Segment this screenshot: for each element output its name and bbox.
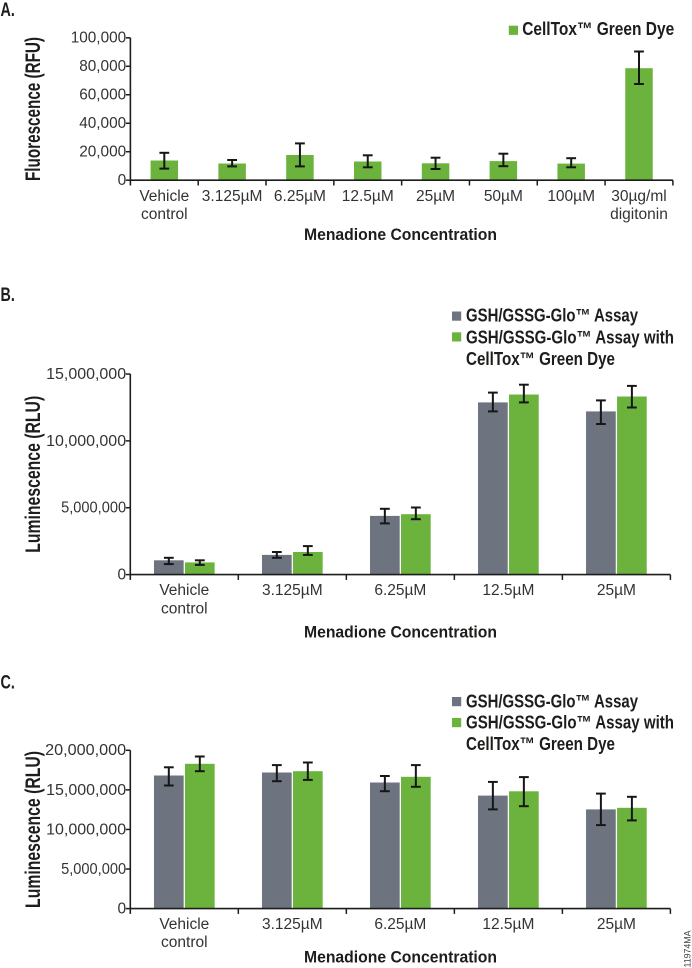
svg-text:Vehicle: Vehicle [159,582,209,599]
svg-text:25µM: 25µM [416,188,455,205]
svg-text:60,000: 60,000 [79,87,126,104]
svg-text:15,000,000: 15,000,000 [46,782,126,799]
svg-text:Luminescence (RLU): Luminescence (RLU) [22,396,45,553]
svg-text:15,000,000: 15,000,000 [46,366,126,383]
svg-text:20,000: 20,000 [79,144,126,161]
svg-text:GSH/GSSG-Glo™ Assay with: GSH/GSSG-Glo™ Assay with [466,713,674,733]
svg-text:GSH/GSSG-Glo™ Assay with: GSH/GSSG-Glo™ Assay with [466,327,674,347]
svg-text:30µg/ml: 30µg/ml [611,188,666,205]
svg-text:25µM: 25µM [597,582,636,599]
svg-text:80,000: 80,000 [79,58,126,75]
svg-text:10,000,000: 10,000,000 [46,433,126,450]
svg-text:12.5µM: 12.5µM [482,582,534,599]
svg-text:Luminescence (RLU): Luminescence (RLU) [22,751,45,908]
svg-text:GSH/GSSG-Glo™ Assay: GSH/GSSG-Glo™ Assay [466,691,638,711]
svg-text:B.: B. [1,284,15,306]
svg-text:3.125µM: 3.125µM [262,582,323,599]
svg-text:C.: C. [1,672,15,694]
svg-text:control: control [141,206,188,223]
svg-text:CellTox™ Green Dye: CellTox™ Green Dye [466,349,615,369]
svg-text:Menadione Concentration: Menadione Concentration [304,623,497,642]
svg-text:GSH/GSSG-Glo™ Assay: GSH/GSSG-Glo™ Assay [466,306,638,326]
svg-text:Menadione Concentration: Menadione Concentration [304,225,497,244]
svg-text:CellTox™ Green Dye: CellTox™ Green Dye [466,734,615,754]
svg-text:40,000: 40,000 [79,115,126,132]
svg-text:0: 0 [117,901,126,918]
svg-text:20,000,000: 20,000,000 [45,742,126,759]
svg-text:3.125µM: 3.125µM [262,916,323,933]
svg-text:25µM: 25µM [597,916,636,933]
svg-text:100,000: 100,000 [71,30,127,47]
svg-text:digitonin: digitonin [610,206,668,223]
svg-text:Vehicle: Vehicle [159,916,209,933]
svg-text:6.25µM: 6.25µM [374,916,426,933]
svg-text:control: control [161,934,208,951]
svg-text:100µM: 100µM [547,188,595,205]
svg-text:Vehicle: Vehicle [139,188,189,205]
svg-text:10,000,000: 10,000,000 [46,821,126,838]
svg-text:12.5µM: 12.5µM [342,188,394,205]
svg-text:5,000,000: 5,000,000 [61,500,126,517]
svg-text:0: 0 [117,567,126,584]
svg-text:6.25µM: 6.25µM [274,188,326,205]
svg-text:6.25µM: 6.25µM [374,582,426,599]
svg-text:Menadione Concentration: Menadione Concentration [304,948,497,967]
svg-text:12.5µM: 12.5µM [482,916,534,933]
svg-text:50µM: 50µM [484,188,523,205]
svg-text:CellTox™ Green Dye: CellTox™ Green Dye [522,19,674,39]
svg-text:0: 0 [118,172,127,189]
svg-text:11974MA: 11974MA [683,931,692,968]
svg-text:control: control [161,600,208,617]
svg-text:Fluorescence (RFU): Fluorescence (RFU) [22,37,45,181]
svg-text:5,000,000: 5,000,000 [61,861,126,878]
svg-text:A.: A. [1,0,15,21]
svg-text:3.125µM: 3.125µM [202,188,263,205]
